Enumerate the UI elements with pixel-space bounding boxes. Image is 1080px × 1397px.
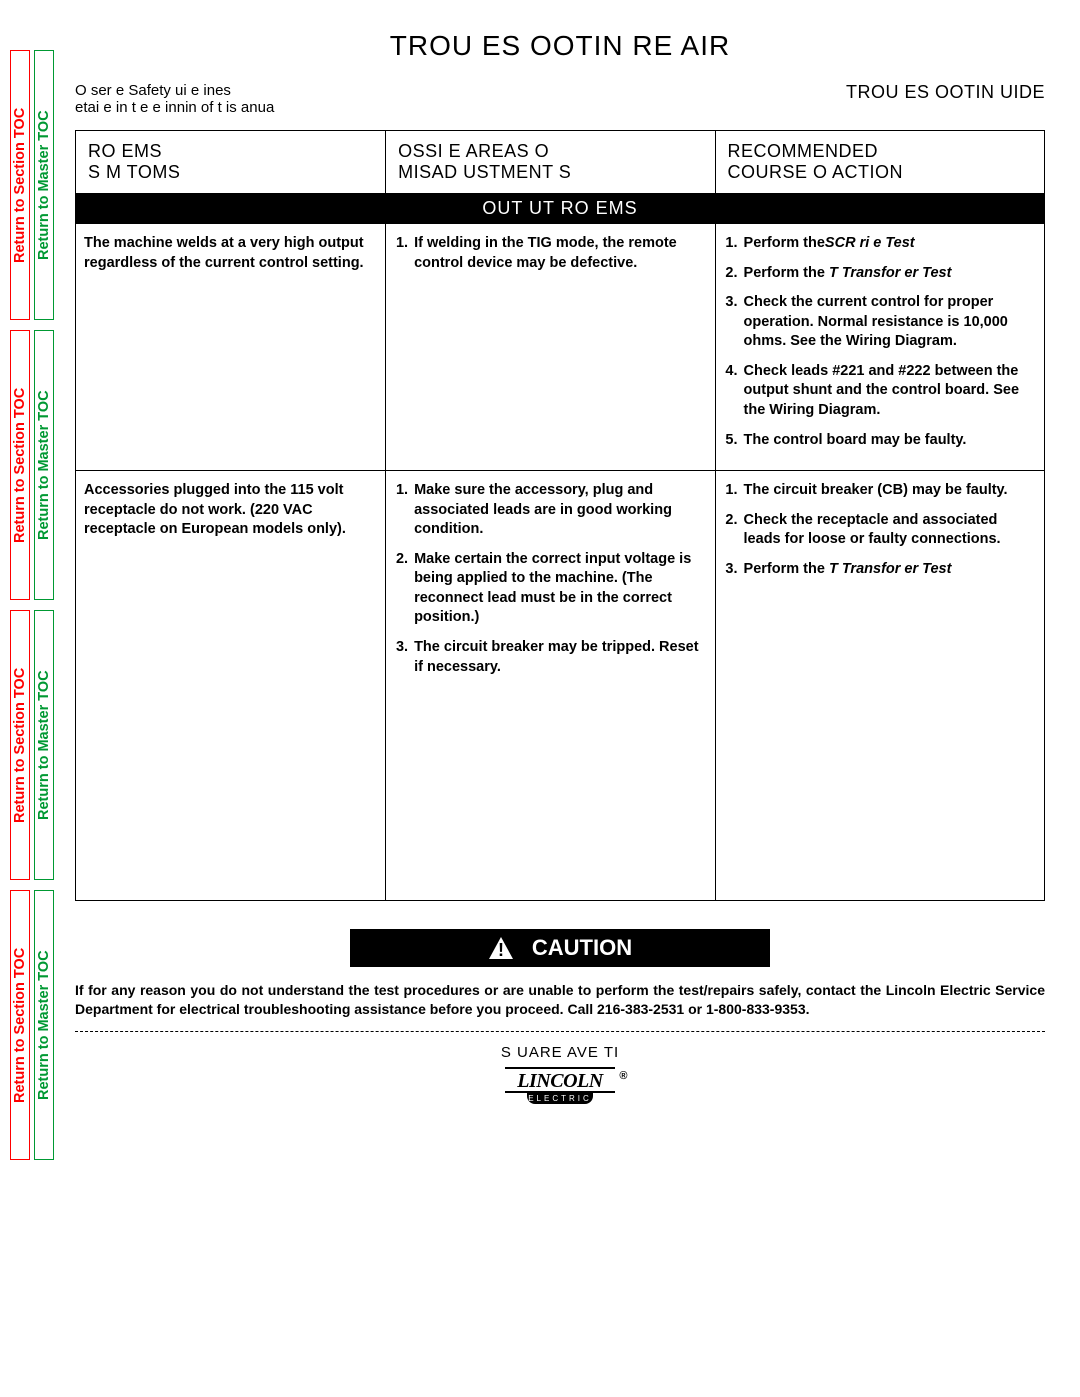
list-item: Make sure the accessory, plug and associ… — [412, 481, 706, 540]
table-row: Accessories plugged into the 115 volt re… — [76, 471, 1045, 901]
causes-cell: Make sure the accessory, plug and associ… — [386, 471, 715, 901]
footer-model: S UARE AVE TI — [75, 1044, 1045, 1061]
subheading-row: O ser e Safety ui e ines etai e in t e e… — [75, 82, 1045, 116]
master-toc-link[interactable]: Return to Master TOC — [34, 890, 54, 1160]
list-item: If welding in the TIG mode, the remote c… — [412, 234, 706, 273]
master-toc-link[interactable]: Return to Master TOC — [34, 610, 54, 880]
section-banner: OUT UT RO EMS — [76, 194, 1045, 224]
tab-col-section: Return to Section TOC Return to Section … — [10, 50, 30, 1160]
warning-icon: ! — [488, 936, 514, 960]
tab-col-master: Return to Master TOC Return to Master TO… — [34, 50, 54, 1160]
list-item: Perform the T Transfor er Test — [742, 560, 1036, 580]
dashed-rule — [75, 1031, 1045, 1032]
section-toc-link[interactable]: Return to Section TOC — [10, 330, 30, 600]
guide-heading: TROU ES OOTIN UIDE — [846, 82, 1045, 116]
list-item: Check the current control for proper ope… — [742, 293, 1036, 352]
section-toc-link[interactable]: Return to Section TOC — [10, 890, 30, 1160]
section-toc-link[interactable]: Return to Section TOC — [10, 610, 30, 880]
col-problems: RO EMS S M TOMS — [76, 131, 386, 194]
col-causes: OSSI E AREAS O MISAD USTMENT S — [386, 131, 715, 194]
problem-cell: The machine welds at a very high output … — [76, 224, 386, 471]
lincoln-logo: LINCOLN ® ELECTRIC — [505, 1067, 615, 1104]
list-item: Check leads #221 and #222 between the ou… — [742, 362, 1036, 421]
caution-label: CAUTION — [532, 935, 632, 961]
troubleshooting-table: RO EMS S M TOMS OSSI E AREAS O MISAD UST… — [75, 130, 1045, 901]
actions-cell: The circuit breaker (CB) may be faulty. C… — [715, 471, 1044, 901]
registered-mark: ® — [619, 1071, 627, 1082]
page-title: TROU ES OOTIN RE AIR — [75, 30, 1045, 62]
list-item: The circuit breaker (CB) may be faulty. — [742, 481, 1036, 501]
table-row: The machine welds at a very high output … — [76, 224, 1045, 471]
col-actions: RECOMMENDED COURSE O ACTION — [715, 131, 1044, 194]
list-item: Make certain the correct input voltage i… — [412, 550, 706, 628]
section-banner-row: OUT UT RO EMS — [76, 194, 1045, 224]
section-toc-link[interactable]: Return to Section TOC — [10, 50, 30, 320]
logo-brand: LINCOLN ® — [505, 1067, 615, 1093]
list-item: Check the receptacle and associated lead… — [742, 511, 1036, 550]
master-toc-link[interactable]: Return to Master TOC — [34, 50, 54, 320]
table-header-row: RO EMS S M TOMS OSSI E AREAS O MISAD UST… — [76, 131, 1045, 194]
list-item: The control board may be faulty. — [742, 431, 1036, 451]
side-tabs: Return to Section TOC Return to Section … — [10, 50, 58, 1160]
safety-note: O ser e Safety ui e ines etai e in t e e… — [75, 82, 274, 116]
list-item: Perform the T Transfor er Test — [742, 264, 1036, 284]
list-item: Perform theSCR ri e Test — [742, 234, 1036, 254]
list-item: The circuit breaker may be tripped. Rese… — [412, 638, 706, 677]
actions-cell: Perform theSCR ri e Test Perform the T Tr… — [715, 224, 1044, 471]
problem-cell: Accessories plugged into the 115 volt re… — [76, 471, 386, 901]
svg-text:!: ! — [498, 940, 504, 960]
caution-text: If for any reason you do not understand … — [75, 981, 1045, 1019]
caution-banner: ! CAUTION — [350, 929, 770, 967]
causes-cell: If welding in the TIG mode, the remote c… — [386, 224, 715, 471]
master-toc-link[interactable]: Return to Master TOC — [34, 330, 54, 600]
logo-subbrand: ELECTRIC — [527, 1093, 593, 1104]
page-body: TROU ES OOTIN RE AIR O ser e Safety ui e… — [75, 30, 1045, 1104]
